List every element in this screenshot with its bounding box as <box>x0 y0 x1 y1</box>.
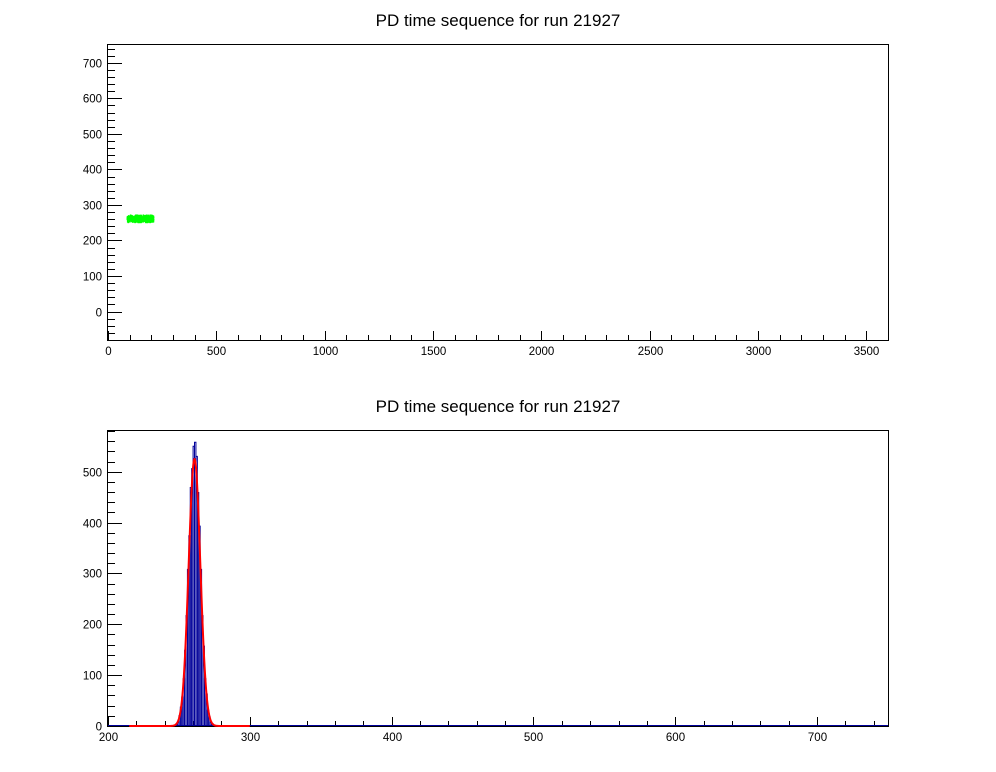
plot-frame <box>107 44 889 341</box>
x-tick-label: 200 <box>99 732 118 744</box>
fit-curve <box>129 458 250 727</box>
scatter-point <box>144 221 147 224</box>
y-tick-label: 400 <box>83 519 102 531</box>
y-tick-label: 200 <box>83 620 102 632</box>
y-tick-label: 700 <box>83 59 102 71</box>
x-tick-label: 600 <box>666 732 685 744</box>
scatter-point <box>131 221 134 223</box>
scatter-point <box>145 220 147 222</box>
gaussian-fit <box>129 458 250 727</box>
axis-ticks: 0 500 1000 1500 2000 2500 3000 3500 0 100 200 300 40… <box>83 49 889 358</box>
x-tick-label: 700 <box>808 732 827 744</box>
histogram-bars <box>108 441 888 726</box>
x-tick-label: 300 <box>241 732 260 744</box>
y-tick-label: 600 <box>83 94 102 106</box>
y-tick-label: 0 <box>96 722 102 734</box>
y-tick-label: 100 <box>83 671 102 683</box>
chart-title: PD time sequence for run 21927 <box>376 11 621 30</box>
scatter-points <box>126 214 155 224</box>
scatter-point <box>152 215 155 217</box>
y-tick-label: 0 <box>96 308 102 320</box>
x-tick-label: 3500 <box>854 346 880 358</box>
y-tick-label: 500 <box>83 130 102 142</box>
y-tick-label: 400 <box>83 165 102 177</box>
scatter-point <box>138 214 140 217</box>
pd-time-sequence-panel: PD time sequence for run 21927 0 500 1000 1… <box>83 11 889 358</box>
x-tick-label: 0 <box>105 346 111 358</box>
plot-frame <box>107 430 889 727</box>
scatter-point <box>152 219 155 222</box>
axis-ticks: 200 300 400 500 600 700 0 100 200 300 400 500 <box>83 431 875 744</box>
y-tick-label: 200 <box>83 236 102 248</box>
scatter-point <box>152 220 155 223</box>
scatter-point <box>152 218 155 221</box>
x-tick-label: 2500 <box>638 346 664 358</box>
scatter-point <box>149 221 152 223</box>
x-tick-label: 1500 <box>421 346 447 358</box>
x-tick-label: 2000 <box>529 346 555 358</box>
scatter-point <box>150 214 152 217</box>
chart-title: PD time sequence for run 21927 <box>376 397 621 416</box>
scatter-point <box>138 221 140 224</box>
x-tick-label: 500 <box>207 346 226 358</box>
x-tick-label: 3000 <box>746 346 772 358</box>
x-tick-label: 1000 <box>313 346 339 358</box>
y-tick-label: 300 <box>83 201 102 213</box>
pd-histogram-panel: PD time sequence for run 21927 200 300 400… <box>83 397 889 744</box>
y-tick-label: 500 <box>83 468 102 480</box>
scatter-point <box>142 220 144 223</box>
scatter-point <box>152 217 154 220</box>
scatter-point <box>147 214 150 217</box>
y-tick-label: 300 <box>83 569 102 581</box>
scatter-point <box>151 221 153 223</box>
x-tick-label: 500 <box>524 732 543 744</box>
y-tick-label: 100 <box>83 272 102 284</box>
x-tick-label: 400 <box>383 732 402 744</box>
scatter-point <box>143 220 145 222</box>
scatter-point <box>145 221 148 224</box>
scatter-point <box>152 216 155 219</box>
